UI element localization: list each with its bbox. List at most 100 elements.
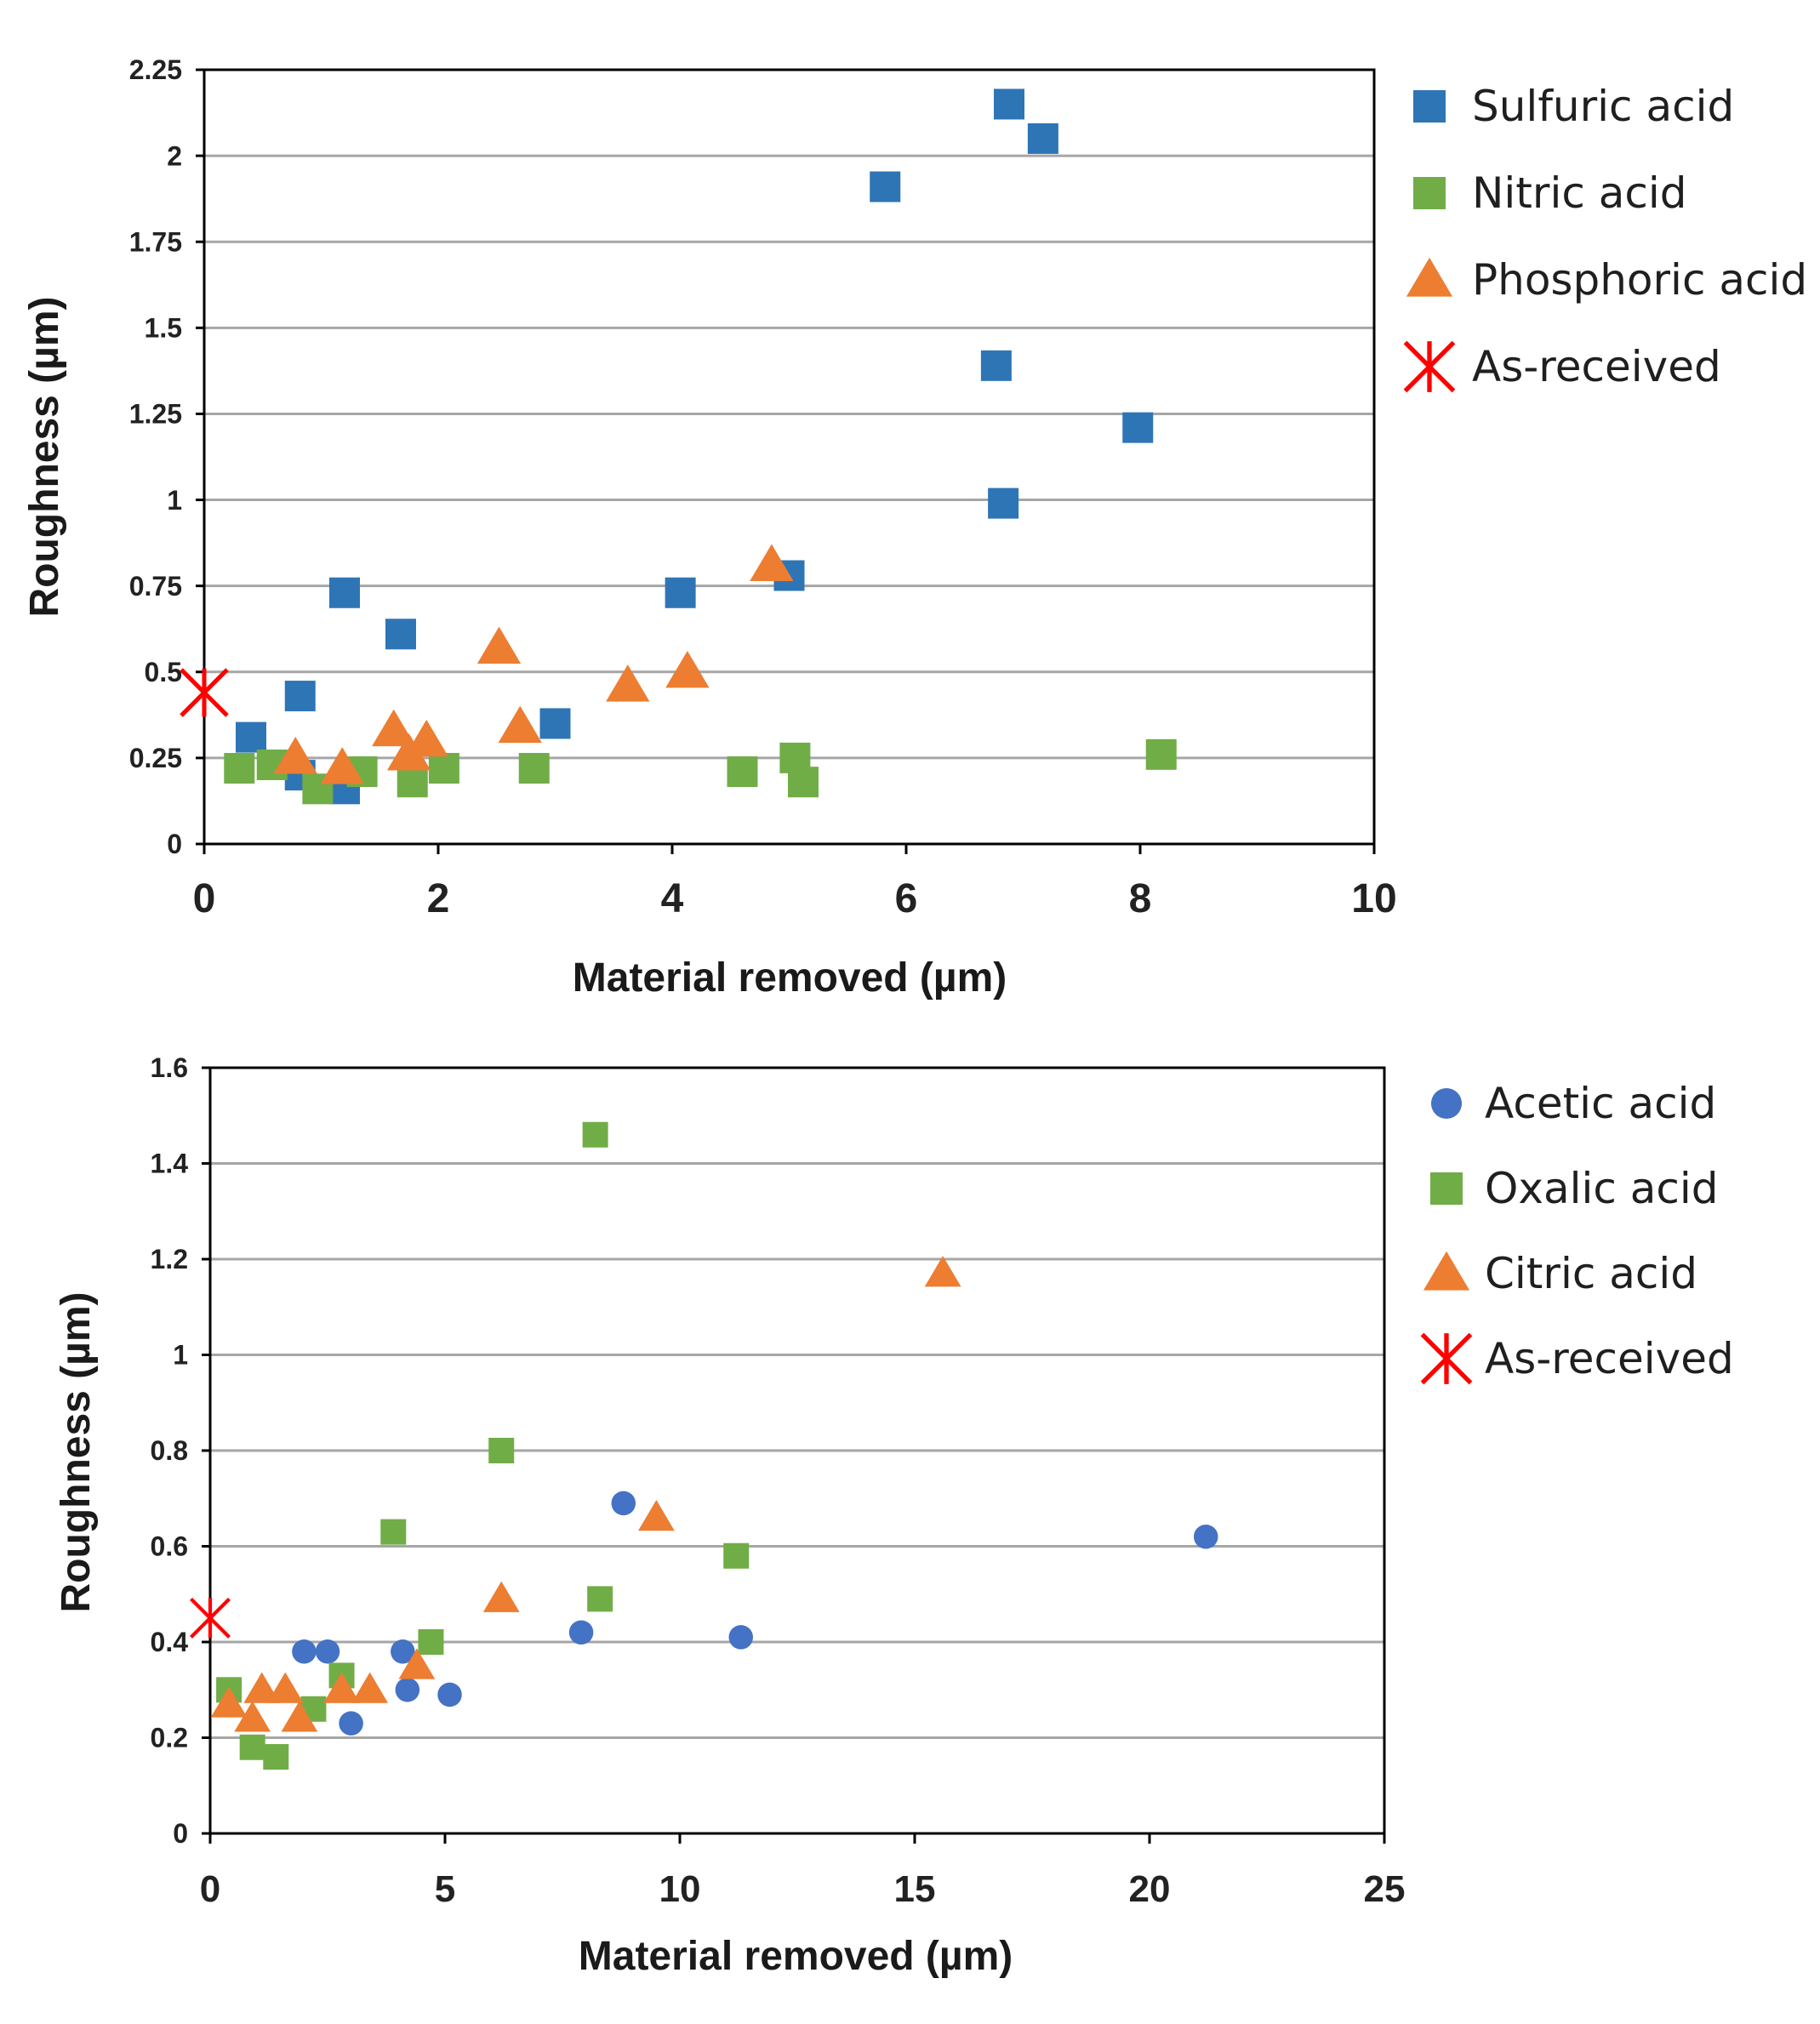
point-oxalic-acid xyxy=(380,1519,407,1545)
point-citric-acid xyxy=(243,1672,281,1703)
chart-top-marks xyxy=(180,88,1177,805)
y-tick-label: 0.8 xyxy=(151,1435,188,1466)
y-tick-label: 1.5 xyxy=(145,313,182,344)
legend-item-oxalic-acid: Oxalic acid xyxy=(1430,1164,1719,1213)
y-tick-label: 0.25 xyxy=(129,743,182,773)
point-acetic-acid xyxy=(391,1639,415,1664)
point-phosphoric-acid xyxy=(606,664,650,702)
chart-bottom-x-axis-label: Material removed (µm) xyxy=(579,1934,1013,1979)
point-sulfuric-acid xyxy=(1027,123,1058,154)
legend-item-acetic-acid: Acetic acid xyxy=(1430,1079,1716,1128)
y-tick-label: 2.25 xyxy=(129,54,182,85)
point-acetic-acid xyxy=(728,1625,754,1650)
point-as-received xyxy=(180,668,229,717)
legend-marker-as-received xyxy=(1420,1332,1473,1385)
y-tick-label: 2 xyxy=(167,140,182,171)
legend-label: Nitric acid xyxy=(1472,168,1687,218)
legend-marker-nitric-acid xyxy=(1413,177,1446,209)
x-tick-label: 0 xyxy=(200,1868,220,1910)
point-sulfuric-acid xyxy=(1122,412,1154,443)
legend-label: As-received xyxy=(1485,1334,1734,1383)
legend-item-phosphoric-acid: Phosphoric acid xyxy=(1406,255,1807,305)
point-acetic-acid xyxy=(292,1639,317,1664)
point-sulfuric-acid xyxy=(665,577,696,608)
point-acetic-acid xyxy=(611,1491,636,1516)
y-tick-label: 1.75 xyxy=(129,226,182,257)
point-citric-acid xyxy=(266,1672,304,1703)
point-citric-acid xyxy=(210,1686,248,1718)
chart-top-y-axis-label: Roughness (µm) xyxy=(22,297,67,618)
point-citric-acid xyxy=(281,1701,318,1732)
point-sulfuric-acid xyxy=(539,708,571,739)
series-phosphoric-acid xyxy=(273,544,794,784)
x-tick-label: 15 xyxy=(894,1868,936,1910)
legend-item-nitric-acid: Nitric acid xyxy=(1413,168,1687,218)
point-sulfuric-acid xyxy=(284,681,316,712)
chart-bottom-y-ticks: 0 0.2 0.4 0.6 0.8 1 1.2 1.4 1.6 xyxy=(151,1052,210,1849)
x-tick-label: 10 xyxy=(1351,876,1396,921)
chart-top-x-axis-label: Material removed (µm) xyxy=(573,955,1007,1001)
point-nitric-acid xyxy=(397,767,428,798)
point-citric-acid xyxy=(482,1581,520,1612)
legend-label: Citric acid xyxy=(1485,1249,1697,1298)
point-nitric-acid xyxy=(224,753,255,784)
point-citric-acid xyxy=(323,1672,360,1703)
point-citric-acid xyxy=(351,1672,389,1703)
point-sulfuric-acid xyxy=(980,350,1012,381)
chart-top-legend: Sulfuric acid Nitric acid Phosphoric acid A… xyxy=(1403,82,1807,393)
point-sulfuric-acid xyxy=(329,577,360,608)
y-tick-label: 1 xyxy=(173,1340,188,1371)
y-tick-label: 1 xyxy=(167,485,182,516)
point-sulfuric-acid xyxy=(988,487,1019,519)
point-acetic-acid xyxy=(437,1682,462,1708)
point-acetic-acid xyxy=(339,1711,363,1736)
y-tick-label: 0.6 xyxy=(151,1531,188,1562)
x-tick-label: 5 xyxy=(435,1868,455,1910)
point-oxalic-acid xyxy=(582,1121,608,1148)
point-phosphoric-acid xyxy=(665,650,710,688)
point-oxalic-acid xyxy=(239,1734,265,1760)
y-tick-label: 0.2 xyxy=(151,1723,188,1753)
legend-marker-citric-acid xyxy=(1423,1251,1470,1291)
y-tick-label: 1.25 xyxy=(129,399,182,430)
legend-marker-sulfuric-acid xyxy=(1413,90,1446,123)
chart-top-y-ticks: 0 0.25 0.5 0.75 1 1.25 1.5 1.75 2 2.25 xyxy=(129,54,204,859)
x-tick-label: 20 xyxy=(1129,1868,1171,1910)
y-tick-label: 1.6 xyxy=(151,1052,188,1083)
point-nitric-acid xyxy=(1145,738,1177,770)
point-oxalic-acid xyxy=(263,1744,289,1770)
point-phosphoric-acid xyxy=(372,709,416,747)
chart-top: 0 0.25 0.5 0.75 1 1.25 1.5 1.75 2 2.25 0 2 4 6 8 10 Ma… xyxy=(22,54,1807,1001)
legend-label: Oxalic acid xyxy=(1485,1164,1719,1213)
chart-bottom: 0 0.2 0.4 0.6 0.8 1 1.2 1.4 1.6 0 5 10 15 20 25 Mater… xyxy=(54,1052,1734,1979)
legend-label: As-received xyxy=(1472,342,1721,391)
point-oxalic-acid xyxy=(418,1629,444,1655)
point-oxalic-acid xyxy=(723,1542,750,1569)
legend-label: Sulfuric acid xyxy=(1472,82,1734,131)
y-tick-label: 0.5 xyxy=(145,657,182,687)
x-tick-label: 4 xyxy=(661,876,684,921)
point-phosphoric-acid xyxy=(273,737,317,774)
point-phosphoric-acid xyxy=(404,719,448,757)
point-acetic-acid xyxy=(395,1678,420,1702)
series-nitric-acid xyxy=(224,738,1177,805)
point-nitric-acid xyxy=(428,753,459,784)
point-acetic-acid xyxy=(315,1639,340,1664)
legend-item-as-received: As-received xyxy=(1420,1332,1734,1385)
point-citric-acid xyxy=(398,1648,436,1679)
point-phosphoric-acid xyxy=(476,626,522,664)
y-tick-label: 0.75 xyxy=(129,571,182,601)
point-phosphoric-acid xyxy=(320,747,364,784)
x-tick-label: 2 xyxy=(427,876,450,921)
point-acetic-acid xyxy=(1193,1525,1218,1549)
x-tick-label: 10 xyxy=(659,1868,701,1910)
point-nitric-acid xyxy=(788,767,819,798)
chart-bottom-legend: Acetic acid Oxalic acid Citric acid As-rece… xyxy=(1420,1079,1734,1385)
legend-marker-oxalic-acid xyxy=(1430,1172,1463,1205)
series-acetic-acid xyxy=(292,1491,1218,1736)
point-nitric-acid xyxy=(727,756,758,788)
series-citric-acid xyxy=(210,1256,961,1732)
point-sulfuric-acid xyxy=(870,171,901,202)
x-tick-label: 6 xyxy=(895,876,918,921)
y-tick-label: 0.4 xyxy=(151,1627,189,1657)
